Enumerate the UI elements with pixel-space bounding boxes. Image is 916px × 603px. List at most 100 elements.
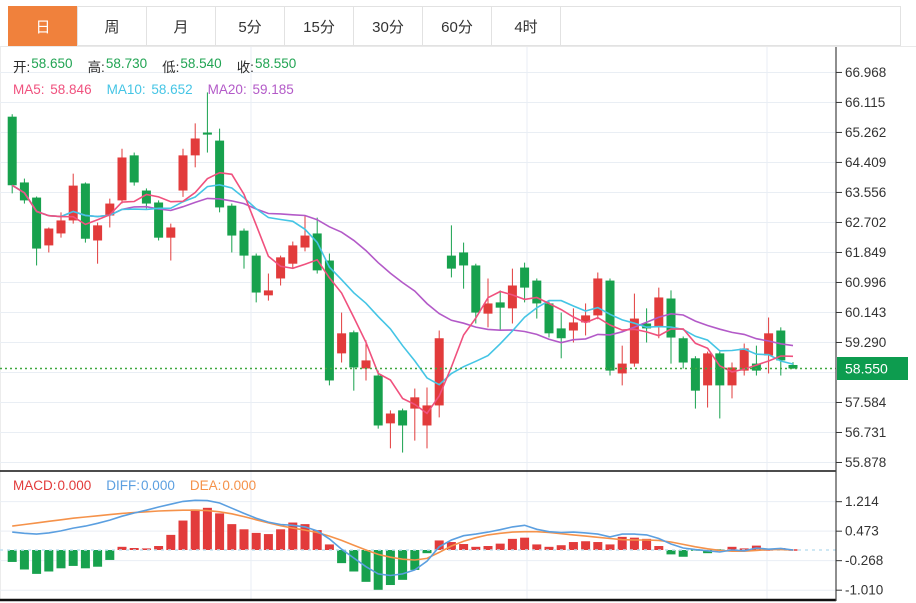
- axis-tick-label: -1.010: [845, 583, 883, 598]
- diff-line: [12, 499, 794, 577]
- candle: [129, 155, 139, 183]
- candle: [215, 140, 225, 208]
- tab-60min[interactable]: 60分: [422, 6, 492, 46]
- candle: [141, 190, 151, 204]
- candle: [105, 203, 115, 216]
- candle: [19, 182, 29, 201]
- macd-value: 0.000: [57, 478, 92, 493]
- axis-tick-label: 66.115: [845, 95, 885, 110]
- candle: [715, 353, 725, 386]
- candle: [300, 235, 310, 248]
- tab-15min[interactable]: 15分: [284, 6, 354, 46]
- candle: [68, 185, 78, 221]
- tab-week[interactable]: 周: [77, 6, 147, 46]
- dea-value: 0.000: [222, 478, 257, 493]
- candle: [751, 363, 761, 371]
- axis-tick-label: 0.473: [845, 524, 879, 539]
- candle: [434, 338, 444, 406]
- candle: [337, 333, 347, 354]
- timeframe-tabbar: 日周月 5分 15分 30分 60分 4时: [8, 6, 901, 46]
- axis-tick-label: 62.702: [845, 215, 886, 230]
- current-price-badge: 58.550: [837, 357, 908, 380]
- candlesticks: [7, 92, 798, 453]
- ma20-label: MA20:: [207, 82, 247, 97]
- candle: [324, 260, 334, 381]
- axis-tick-label: 59.290: [845, 335, 886, 350]
- macd-lines: [12, 499, 794, 577]
- candle: [446, 255, 456, 269]
- candle: [471, 265, 481, 313]
- candle: [727, 367, 737, 386]
- candle: [56, 220, 66, 234]
- candle: [678, 338, 688, 363]
- candle: [764, 333, 774, 356]
- tab-5min[interactable]: 5分: [215, 6, 285, 46]
- candle: [227, 205, 237, 236]
- candle: [483, 303, 493, 314]
- current-price-value: 58.550: [845, 361, 888, 377]
- candle: [556, 328, 566, 339]
- close-label: 收:: [236, 60, 254, 75]
- axis-tick-label: 60.143: [845, 305, 886, 320]
- candle: [520, 267, 530, 288]
- candle: [642, 323, 652, 329]
- open-label: 开:: [13, 60, 31, 75]
- axis-tick-label: 1.214: [845, 494, 879, 509]
- tab-4hour[interactable]: 4时: [491, 6, 561, 46]
- candle: [422, 405, 432, 426]
- candle: [776, 330, 786, 361]
- candle: [593, 278, 603, 316]
- ma5-line: [11, 171, 794, 415]
- candle: [202, 132, 212, 135]
- ma20-line: [11, 184, 794, 347]
- tab-30min[interactable]: 30分: [353, 6, 423, 46]
- tabbar-divider: [0, 46, 916, 47]
- candle: [459, 252, 469, 266]
- low-label: 低:: [162, 60, 180, 75]
- candle: [166, 227, 176, 238]
- axis-tick-label: 56.731: [845, 425, 886, 440]
- axis-tick-label: 65.262: [845, 125, 886, 140]
- price-axis: 66.968 66.115 65.262 64.409 63.556 62.702 61.8…: [836, 65, 887, 598]
- candle: [276, 257, 286, 279]
- candle: [263, 290, 273, 296]
- candle: [80, 183, 90, 239]
- macd-label: MACD:: [13, 478, 57, 493]
- macd-readout: MACD: 0.000 DIFF: 0.000 DEA: 0.000: [13, 478, 256, 493]
- panel-frame: [0, 46, 837, 602]
- ohlc-readout: 开: 58.650 高: 58.730 低: 58.540 收: 58.550: [13, 56, 296, 76]
- diff-label: DIFF:: [106, 478, 141, 493]
- candle: [361, 360, 371, 369]
- dea-label: DEA:: [189, 478, 222, 493]
- candle: [117, 157, 127, 201]
- ma-readout: MA5: 58.846 MA10: 58.652 MA20: 59.185: [13, 82, 294, 97]
- candle: [544, 303, 554, 334]
- candle: [251, 255, 261, 293]
- axis-tick-label: 63.556: [845, 185, 886, 200]
- candle: [373, 375, 383, 426]
- candle: [507, 285, 517, 309]
- candle: [239, 230, 249, 256]
- tab-month[interactable]: 月: [146, 6, 216, 46]
- open-value: 58.650: [31, 56, 73, 71]
- candle: [617, 363, 627, 374]
- candle: [349, 332, 359, 368]
- grid-lines: [0, 46, 836, 600]
- tabbar-filler: [560, 6, 901, 46]
- diff-value: 0.000: [141, 478, 175, 493]
- close-value: 58.550: [254, 56, 297, 71]
- candle: [666, 298, 676, 338]
- candle: [312, 233, 322, 271]
- ma5-label: MA5:: [13, 82, 45, 97]
- candle: [629, 318, 639, 364]
- ma10-line: [11, 183, 794, 386]
- candle: [410, 397, 420, 409]
- ma5-value: 58.846: [50, 82, 92, 97]
- candle: [93, 225, 103, 241]
- candle: [398, 410, 408, 426]
- ma-lines: [11, 171, 794, 415]
- axis-tick-label: 64.409: [845, 155, 886, 170]
- tab-day[interactable]: 日: [8, 6, 78, 46]
- axis-tick-label: 61.849: [845, 245, 886, 260]
